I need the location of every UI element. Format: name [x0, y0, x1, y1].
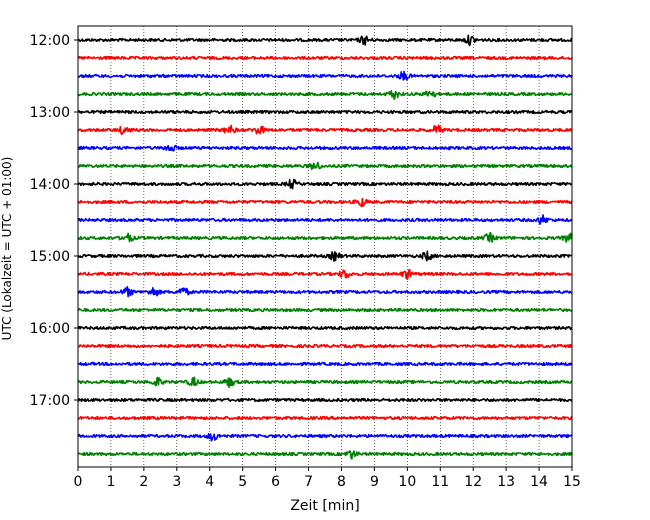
trace-1745 [77, 450, 573, 460]
x-tick-label: 11 [431, 474, 449, 490]
x-tick-label: 3 [172, 474, 181, 490]
trace-1245 [77, 89, 573, 100]
y-tick-label: 16:00 [30, 321, 70, 337]
trace-1430 [77, 214, 573, 225]
x-axis-ticks: 0 1 2 3 4 5 6 7 8 9 10 11 12 13 14 15 [74, 467, 581, 490]
trace-1515 [77, 268, 573, 280]
trace-1230 [77, 70, 573, 81]
y-tick-label: 13:00 [30, 105, 70, 121]
y-tick-label: 14:00 [30, 177, 70, 193]
trace-1345 [77, 161, 573, 170]
trace-1645 [77, 376, 573, 389]
trace-1715 [77, 415, 573, 421]
y-tick-label: 12:00 [30, 33, 70, 49]
trace-1500 [77, 250, 573, 262]
trace-1445 [77, 231, 573, 243]
trace-1200 [77, 34, 573, 47]
x-axis-label: Zeit [min] [290, 498, 359, 514]
plot-frame [77, 25, 573, 468]
x-tick-label: 15 [563, 474, 581, 490]
x-tick-label: 10 [398, 474, 416, 490]
x-tick-label: 9 [370, 474, 379, 490]
y-tick-label: 17:00 [30, 393, 70, 409]
x-tick-label: 12 [464, 474, 482, 490]
y-tick-label: 15:00 [30, 249, 70, 265]
x-tick-label: 4 [205, 474, 214, 490]
x-tick-label: 0 [74, 474, 83, 490]
trace-1330 [77, 144, 573, 152]
trace-1300 [77, 109, 573, 115]
x-tick-label: 6 [271, 474, 280, 490]
trace-1215 [77, 55, 573, 61]
x-tick-label: 7 [304, 474, 313, 490]
x-tick-label: 8 [337, 474, 346, 490]
x-tick-label: 5 [238, 474, 247, 490]
y-axis-ticks: 12:00 13:00 14:00 15:00 16:00 17:00 [30, 33, 78, 409]
trace-1545 [77, 307, 573, 313]
trace-1615 [77, 343, 573, 349]
x-tick-label: 14 [530, 474, 548, 490]
trace-1400 [77, 178, 573, 190]
x-tick-label: 1 [106, 474, 115, 490]
trace-1315 [77, 124, 573, 136]
trace-1730 [77, 433, 573, 442]
x-tick-label: 13 [497, 474, 515, 490]
trace-1700 [77, 397, 573, 403]
seismic-traces [77, 34, 573, 460]
y-axis-label: UTC (Lokalzeit = UTC + 01:00) [0, 157, 14, 341]
trace-1530 [77, 286, 573, 298]
x-tick-label: 2 [139, 474, 148, 490]
trace-1600 [77, 325, 573, 331]
trace-1415 [77, 197, 573, 208]
trace-1630 [77, 361, 573, 367]
